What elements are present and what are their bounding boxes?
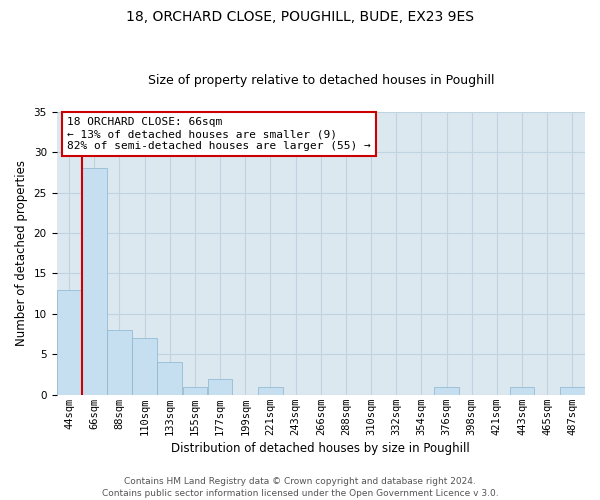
X-axis label: Distribution of detached houses by size in Poughill: Distribution of detached houses by size … — [172, 442, 470, 455]
Text: 18 ORCHARD CLOSE: 66sqm
← 13% of detached houses are smaller (9)
82% of semi-det: 18 ORCHARD CLOSE: 66sqm ← 13% of detache… — [67, 118, 371, 150]
Bar — [510, 386, 535, 395]
Text: 18, ORCHARD CLOSE, POUGHILL, BUDE, EX23 9ES: 18, ORCHARD CLOSE, POUGHILL, BUDE, EX23 … — [126, 10, 474, 24]
Bar — [560, 386, 585, 395]
Bar — [107, 330, 132, 395]
Bar — [82, 168, 107, 395]
Bar — [208, 378, 232, 395]
Text: Contains HM Land Registry data © Crown copyright and database right 2024.
Contai: Contains HM Land Registry data © Crown c… — [101, 476, 499, 498]
Bar — [157, 362, 182, 395]
Bar — [258, 386, 283, 395]
Bar — [57, 290, 82, 395]
Y-axis label: Number of detached properties: Number of detached properties — [15, 160, 28, 346]
Bar — [182, 386, 207, 395]
Bar — [434, 386, 459, 395]
Title: Size of property relative to detached houses in Poughill: Size of property relative to detached ho… — [148, 74, 494, 87]
Bar — [132, 338, 157, 395]
